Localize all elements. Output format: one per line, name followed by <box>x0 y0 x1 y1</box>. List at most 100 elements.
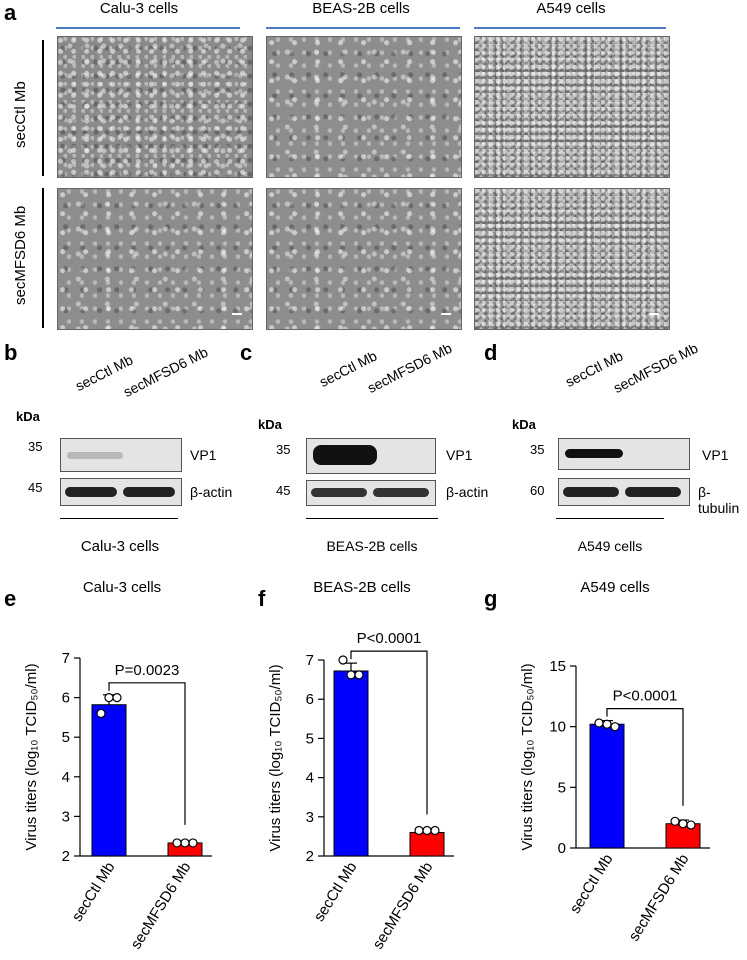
data-point <box>594 718 604 728</box>
panel-label-b: b <box>4 340 18 365</box>
row-bracket-secctl <box>42 40 44 176</box>
band <box>67 452 123 459</box>
bar <box>333 670 369 857</box>
blot-loading <box>306 480 436 506</box>
micrograph-calu3-secctl <box>57 36 253 178</box>
data-point <box>686 820 696 830</box>
micrograph-a549-secctl <box>474 36 670 178</box>
data-point <box>172 838 182 848</box>
band <box>373 488 429 497</box>
chart-title: Calu-3 cells <box>83 579 161 596</box>
y-tick-label: 6 <box>62 690 70 707</box>
blot-vp1 <box>558 438 690 470</box>
category-label: secMFSD6 Mb <box>369 859 436 952</box>
y-tick-label: 4 <box>62 769 70 786</box>
y-tick-label: 5 <box>62 729 70 746</box>
y-axis-label: Virus titers (log₁₀ TCID₅₀/ml) <box>519 663 536 850</box>
blot-vp1 <box>306 438 436 474</box>
y-tick-label: 4 <box>306 770 314 787</box>
mw-marker-top: 35 <box>530 442 545 457</box>
micrograph-beas2b-secmfsd6 <box>266 188 462 330</box>
y-axis-label: Virus titers (log₁₀ TCID₅₀/ml) <box>267 664 284 851</box>
panel-label-c: c <box>240 340 253 365</box>
data-point <box>422 825 432 836</box>
significance-bracket <box>108 682 186 825</box>
column-line-beas2b <box>266 27 460 29</box>
y-tick-label: 3 <box>62 808 70 825</box>
column-title-a549: A549 cells <box>536 0 606 17</box>
panel-label-f: f <box>258 586 266 611</box>
kda-label: kDa <box>16 409 40 424</box>
y-tick-label: 7 <box>306 652 314 669</box>
band-label-loading: β-actin <box>446 484 489 500</box>
column-line-a549 <box>474 27 666 29</box>
band <box>311 488 367 497</box>
lane-label-secmfsd6: secMFSD6 Mb <box>610 339 701 396</box>
y-tick-label: 5 <box>558 779 566 796</box>
significance-bracket <box>350 650 428 815</box>
cell-caption: BEAS-2B cells <box>326 538 418 554</box>
band-label-vp1: VP1 <box>702 447 729 463</box>
data-point <box>414 825 424 836</box>
panel-label-e: e <box>4 586 17 611</box>
data-point <box>430 825 440 836</box>
category-label: secCtl Mb <box>567 851 617 917</box>
bar-chart-beas2b: BEAS-2B cells 2 3 4 5 6 7 Virus titers (log₁₀ T… <box>267 579 454 952</box>
data-point <box>670 816 680 826</box>
row-bracket-secmfsd6 <box>42 188 44 328</box>
y-tick-label: 10 <box>549 719 566 736</box>
scale-bar <box>441 313 451 315</box>
micrograph-a549-secmfsd6 <box>474 188 670 330</box>
p-value: P=0.0023 <box>115 662 180 679</box>
band <box>565 449 623 458</box>
column-line-calu3 <box>56 27 240 29</box>
cell-caption: Calu-3 cells <box>80 538 160 555</box>
y-axis-label: Virus titers (log₁₀ TCID₅₀/ml) <box>23 663 40 850</box>
band-label-vp1: VP1 <box>446 447 473 463</box>
band-label-loading: β-tubulin <box>698 484 740 516</box>
y-tick-label: 5 <box>306 730 314 747</box>
band <box>563 487 619 497</box>
category-label: secMFSD6 Mb <box>127 859 194 952</box>
p-value: P<0.0001 <box>613 688 678 705</box>
data-point <box>188 838 198 848</box>
band-label-vp1: VP1 <box>190 447 217 463</box>
mw-marker-bottom: 45 <box>28 480 43 495</box>
data-point <box>180 838 190 848</box>
bar <box>409 831 445 857</box>
kda-label: kDa <box>258 417 282 432</box>
data-point <box>104 692 114 703</box>
mw-marker-top: 35 <box>276 442 291 457</box>
column-title-beas2b: BEAS-2B cells <box>312 0 410 17</box>
column-title-calu3: Calu-3 cells <box>99 0 179 17</box>
kda-label: kDa <box>512 417 536 432</box>
cell-underline <box>556 518 664 519</box>
data-point <box>338 655 348 665</box>
y-tick-label: 3 <box>306 809 314 826</box>
y-tick-label: 7 <box>62 650 70 667</box>
scale-bar <box>232 313 242 315</box>
cell-caption: A549 cells <box>577 538 643 554</box>
panel-label-d: d <box>484 340 498 365</box>
panel-label-a: a <box>4 0 17 25</box>
band <box>123 487 175 497</box>
data-point <box>610 722 620 732</box>
band <box>625 487 681 497</box>
data-point <box>346 670 356 680</box>
significance-bracket <box>606 708 684 806</box>
y-tick-label: 6 <box>306 691 314 708</box>
category-label: secMFSD6 Mb <box>625 851 692 944</box>
cell-underline <box>60 518 178 519</box>
row-label-secmfsd6: secMFSD6 Mb <box>12 205 29 305</box>
panel-label-g: g <box>484 586 498 611</box>
mw-marker-bottom: 45 <box>276 483 291 498</box>
y-tick-label: 2 <box>62 848 70 865</box>
micrograph-calu3-secmfsd6 <box>57 188 253 330</box>
y-tick-label: 0 <box>558 840 566 857</box>
bar <box>589 723 625 849</box>
data-point <box>678 819 688 829</box>
lane-label-secmfsd6: secMFSD6 Mb <box>364 339 455 396</box>
blot-loading <box>60 478 182 506</box>
band-label-loading: β-actin <box>190 484 233 500</box>
bar-chart-a549: A549 cells 0 5 10 15 Virus titers (log₁₀ TCID… <box>519 579 710 944</box>
